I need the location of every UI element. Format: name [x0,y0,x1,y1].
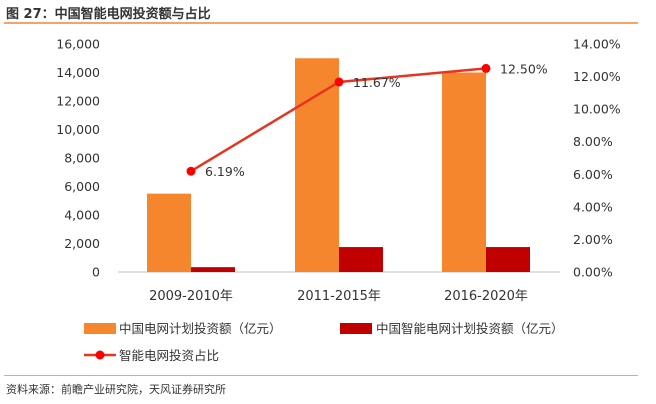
legend-label-grid-investment: 中国电网计划投资额（亿元） [119,321,282,336]
legend: 中国电网计划投资额（亿元） 中国智能电网计划投资额（亿元） 智能电网投资占比 [84,321,564,363]
bar-grid-investment [295,58,339,272]
left-tick-label: 2,000 [64,236,100,251]
legend-swatch-smart-grid-investment [340,323,372,334]
share-data-label: 11.67% [353,75,401,90]
bar-grid-investment [442,72,486,272]
right-tick-label: 8.00% [573,134,613,149]
share-point [481,63,491,73]
share-data-label: 12.50% [500,61,548,76]
right-tick-label: 2.00% [573,232,613,247]
source-note: 资料来源：前瞻产业研究院，天风证券研究所 [6,383,226,396]
bar-smart-grid-investment [339,247,383,272]
bar-smart-grid-investment [486,247,530,272]
bar-grid-investment [147,193,191,272]
legend-label-smart-grid-investment: 中国智能电网计划投资额（亿元） [376,321,564,336]
category-labels: 2009-2010年 2011-2015年 2016-2020年 [149,289,528,304]
left-tick-label: 14,000 [56,65,100,80]
share-point [334,77,344,87]
legend-label-share: 智能电网投资占比 [119,348,219,363]
right-tick-label: 0.00% [573,265,613,280]
legend-swatch-grid-investment [84,323,116,334]
bar-smart-grid-investment [191,267,235,272]
right-tick-label: 6.00% [573,167,613,182]
bottom-rule [4,375,638,376]
legend-swatch-share-point [95,350,105,360]
left-tick-label: 6,000 [64,179,100,194]
left-tick-label: 4,000 [64,208,100,223]
line-series: 6.19% 11.67% 12.50% [186,61,548,179]
category-label: 2016-2020年 [444,289,528,304]
left-tick-label: 12,000 [56,94,100,109]
left-axis-ticks: 0 2,000 4,000 6,000 8,000 10,000 12,000 14,000 1… [56,37,100,280]
left-tick-label: 16,000 [56,37,100,52]
figure-title: 图 27：中国智能电网投资额与占比 [6,7,211,22]
share-data-label: 6.19% [205,164,245,179]
top-rule [4,22,638,24]
right-tick-label: 12.00% [573,69,621,84]
right-axis-ticks: 0.00% 2.00% 4.00% 6.00% 8.00% 10.00% 12.00% 14.… [573,37,621,280]
share-point [186,166,196,176]
bars [147,58,530,272]
category-label: 2011-2015年 [297,289,381,304]
right-tick-label: 14.00% [573,37,621,52]
category-label: 2009-2010年 [149,289,233,304]
right-tick-label: 4.00% [573,199,613,214]
right-tick-label: 10.00% [573,102,621,117]
left-tick-label: 10,000 [56,122,100,137]
left-tick-label: 8,000 [64,151,100,166]
left-tick-label: 0 [92,265,100,280]
